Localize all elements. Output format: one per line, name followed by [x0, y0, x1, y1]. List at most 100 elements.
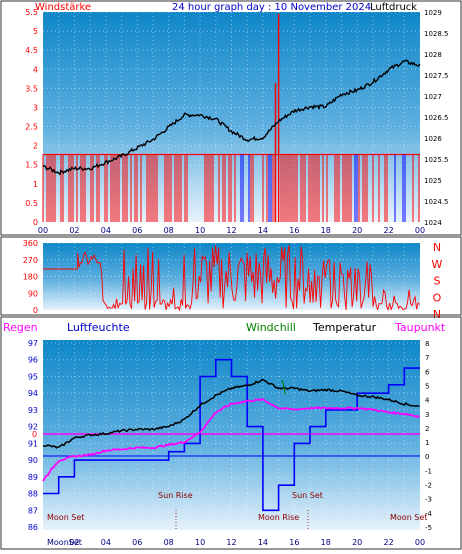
y-tick-label: 3	[33, 103, 38, 112]
y-tick-label: -4	[425, 510, 433, 518]
y-tick-label: 94	[28, 389, 38, 398]
x-tick-label: 02	[69, 538, 79, 547]
y-tick-label: 4	[33, 65, 38, 74]
x-tick-label: 04	[101, 226, 111, 235]
x-tick-label: 14	[258, 538, 268, 547]
windchill-label: Windchill	[246, 321, 296, 334]
y-tick-label: 1	[33, 180, 38, 189]
direction-segment	[77, 244, 420, 312]
x-tick-label: MoonSet	[47, 538, 82, 547]
x-tick-label: 10	[195, 226, 205, 235]
y-tick-label: 90	[28, 289, 38, 298]
y-tick-label: 1	[425, 439, 429, 447]
y-tick-label: 1025	[424, 177, 442, 185]
top-grid	[43, 11, 420, 223]
y-tick-label: 180	[23, 273, 38, 282]
x-tick-label: 18	[321, 226, 331, 235]
y-tick-label: 1026.5	[424, 114, 449, 122]
luftfeuchte-label: Luftfeuchte	[67, 321, 130, 334]
pressure-line	[42, 59, 421, 176]
compass-label: N	[433, 308, 441, 321]
y-tick-label: 7	[425, 354, 429, 362]
y-tick-label: 0	[425, 453, 429, 461]
y-tick-label: 97	[28, 339, 38, 348]
x-tick-label: 00	[415, 226, 425, 235]
y-tick-label: 6	[425, 368, 430, 376]
top-y-right-ticks: 1029 1028.5 1028 1027.5 1027 1026.5 1026 1025.5…	[424, 9, 449, 227]
pressure-axis-label: Luftdruck	[370, 2, 417, 13]
x-tick-label: 12	[226, 538, 236, 547]
y-tick-label: 91	[28, 439, 38, 448]
top-y-left-ticks: 5.5 5 4.5 4 3.5 3 2.5 2 1.5 1 0.5 0	[25, 8, 38, 227]
y-tick-label: 8	[425, 340, 429, 348]
y-tick-label: 5	[33, 27, 38, 36]
x-tick-label: 10	[195, 538, 205, 547]
bottom-y-right-ticks: 8 7 6 5 4 3 2 1 0 -1 -2 -3 -4 -5	[425, 340, 433, 532]
x-tick-label: 22	[383, 226, 393, 235]
y-tick-label: 86	[28, 523, 38, 532]
y-tick-label: 2.5	[25, 123, 38, 132]
y-tick-label: 360	[23, 239, 38, 248]
y-tick-label: 5.5	[25, 8, 38, 17]
y-tick-label: 1025.5	[424, 156, 449, 164]
direction-plot-area	[43, 243, 420, 310]
compass-label: W	[432, 258, 443, 271]
compass-label: S	[434, 275, 441, 288]
y-tick-label: 1024	[424, 219, 442, 227]
y-tick-label: 3	[425, 411, 429, 419]
y-tick-label: 1026	[424, 135, 442, 143]
x-tick-label: 06	[132, 226, 142, 235]
y-tick-label: -5	[425, 524, 432, 532]
moon-set-event-2: Moon Set	[390, 513, 427, 522]
bottom-panel-frame	[0, 316, 462, 550]
temperatur-label: Temperatur	[312, 321, 377, 334]
y-tick-label: 96	[28, 356, 38, 365]
y-tick-label: 2	[425, 425, 429, 433]
humidity-line	[43, 358, 420, 512]
y-tick-label: 270	[23, 256, 38, 265]
chart-title: 24 hour graph day : 10 November 2024	[172, 2, 371, 13]
y-tick-label: 4.5	[25, 46, 38, 55]
x-tick-label: 00	[38, 226, 48, 235]
x-tick-label: 04	[101, 538, 111, 547]
x-tick-label: 00	[415, 538, 425, 547]
y-tick-label: 2	[33, 142, 38, 151]
taupunkt-label: Taupunkt	[394, 321, 446, 334]
windchill-line	[281, 379, 286, 395]
y-tick-label: 3.5	[25, 84, 38, 93]
y-tick-label: 89	[28, 473, 38, 482]
y-tick-label: 1029	[424, 9, 442, 17]
y-tick-label: 90	[28, 456, 38, 465]
y-tick-label: 0	[33, 218, 38, 227]
top-panel-frame	[0, 0, 462, 236]
x-tick-label: 20	[352, 226, 362, 235]
y-tick-label: 1024.5	[424, 198, 449, 206]
y-tick-label: 95	[28, 372, 38, 381]
y-tick-label: -3	[425, 496, 432, 504]
y-tick-label: 1027.5	[424, 72, 449, 80]
compass-label: O	[433, 291, 442, 304]
top-x-ticks: 00 02 04 06 08 10 12 14 16 18 20 22 00	[38, 226, 425, 235]
temperature-line	[42, 378, 420, 449]
direction-y-ticks: 360 270 180 90 0	[23, 239, 38, 315]
bottom-y-left-ticks: 97 96 95 94 93 92 91 90 89 88 87 86	[28, 339, 38, 532]
x-tick-label: 20	[352, 538, 362, 547]
x-tick-label: 12	[226, 226, 236, 235]
y-tick-label: 1.5	[25, 161, 38, 170]
y-tick-label: 0	[33, 306, 38, 315]
y-tick-label: 88	[28, 490, 38, 499]
y-tick-label: 0.5	[25, 199, 38, 208]
y-tick-label: 4	[425, 397, 430, 405]
direction-grid	[43, 242, 420, 311]
compass-label: N	[433, 241, 441, 254]
y-tick-label: 5	[425, 382, 429, 390]
x-tick-label: 22	[383, 538, 393, 547]
y-tick-label: 93	[28, 406, 38, 415]
wind-axis-label: Windstärke	[35, 2, 91, 13]
y-tick-label: -1	[425, 467, 432, 475]
y-tick-label: 1028	[424, 51, 442, 59]
x-tick-label: 16	[289, 226, 299, 235]
